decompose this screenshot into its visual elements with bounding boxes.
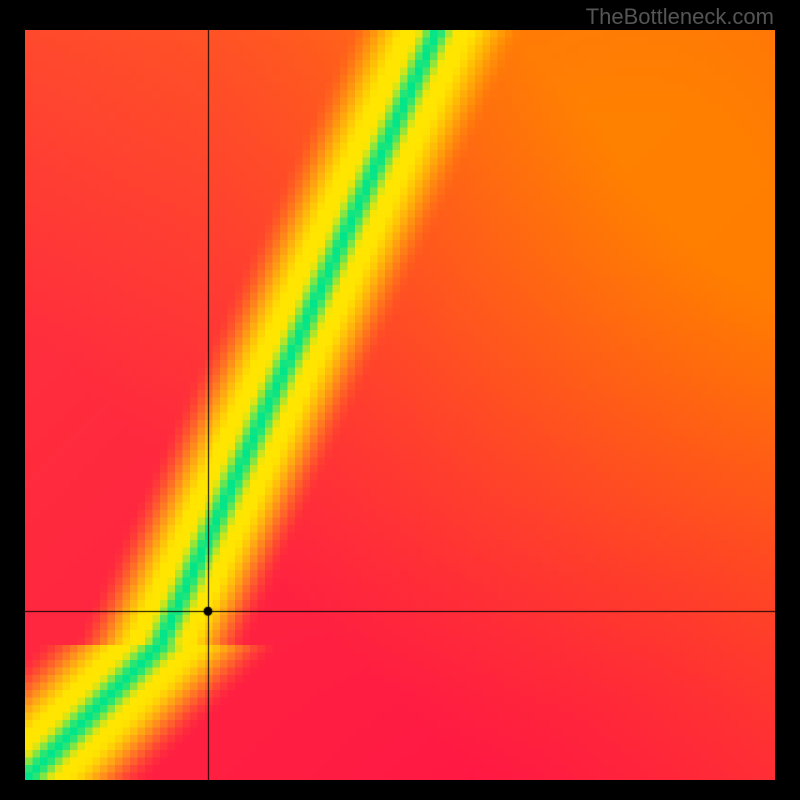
watermark-text: TheBottleneck.com — [586, 4, 774, 30]
crosshair-overlay — [25, 30, 775, 780]
